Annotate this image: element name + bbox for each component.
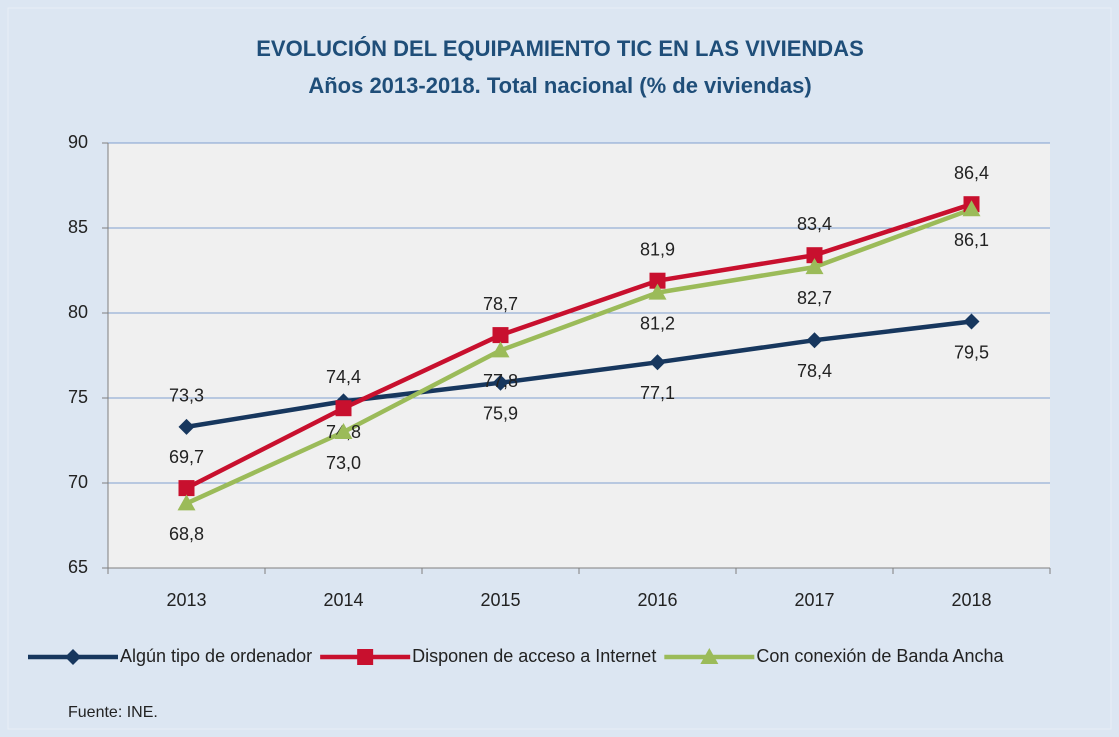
- marker: [648, 283, 667, 300]
- series-line: [186, 319, 972, 430]
- y-tick-label: 70: [68, 472, 88, 492]
- legend-label: Algún tipo de ordenador: [120, 646, 312, 666]
- y-tick-label: 90: [68, 132, 88, 152]
- plot-area: [108, 143, 1050, 568]
- series-line: [185, 202, 973, 491]
- marker: [805, 258, 824, 275]
- data-label: 82,7: [797, 288, 832, 308]
- legend-label: Disponen de acceso a Internet: [412, 646, 656, 666]
- marker: [649, 272, 666, 289]
- marker: [335, 400, 352, 417]
- x-tick-label: 2018: [951, 590, 991, 610]
- y-tick-label: 65: [68, 557, 88, 577]
- marker: [491, 341, 510, 358]
- marker: [65, 649, 81, 665]
- marker: [806, 247, 823, 264]
- data-label: 83,4: [797, 214, 832, 234]
- marker: [492, 327, 509, 344]
- marker: [963, 313, 980, 330]
- x-tick-label: 2017: [794, 590, 834, 610]
- y-tick-label: 85: [68, 217, 88, 237]
- x-tick-label: 2016: [637, 590, 677, 610]
- source: Fuente: INE.: [68, 704, 158, 721]
- data-label: 86,4: [954, 163, 989, 183]
- data-label: 69,7: [169, 447, 204, 467]
- x-tick-label: 2015: [480, 590, 520, 610]
- data-label: 81,9: [640, 239, 675, 259]
- marker: [334, 423, 353, 439]
- data-label: 73,3: [169, 386, 204, 406]
- marker: [178, 418, 195, 435]
- data-label: 77,1: [640, 383, 675, 403]
- marker: [806, 332, 823, 349]
- series-line: [185, 207, 973, 506]
- data-label: 74,4: [326, 367, 361, 387]
- marker: [492, 374, 509, 391]
- marker: [357, 649, 374, 665]
- x-tick-label: 2013: [166, 590, 206, 610]
- data-label: 75,9: [483, 403, 518, 423]
- data-label: 68,8: [169, 524, 204, 544]
- chart-subtitle: Años 2013-2018. Total nacional (% de viv…: [308, 73, 811, 98]
- marker: [700, 648, 719, 664]
- data-label: 77,8: [483, 371, 518, 391]
- data-label: 73,0: [326, 453, 361, 473]
- marker: [177, 494, 196, 511]
- marker: [649, 354, 666, 371]
- y-tick-label: 75: [68, 387, 88, 407]
- x-tick-label: 2014: [323, 590, 363, 610]
- data-label: 78,7: [483, 294, 518, 314]
- data-label: 78,4: [797, 361, 832, 381]
- y-tick-label: 80: [68, 302, 88, 322]
- data-label: 79,5: [954, 342, 989, 362]
- data-label: 86,1: [954, 230, 989, 250]
- legend-label: Con conexión de Banda Ancha: [756, 646, 1004, 666]
- chart-title: EVOLUCIÓN DEL EQUIPAMIENTO TIC EN LAS VI…: [256, 36, 864, 61]
- data-label: 81,2: [640, 313, 675, 333]
- marker: [962, 200, 981, 217]
- marker: [178, 480, 195, 497]
